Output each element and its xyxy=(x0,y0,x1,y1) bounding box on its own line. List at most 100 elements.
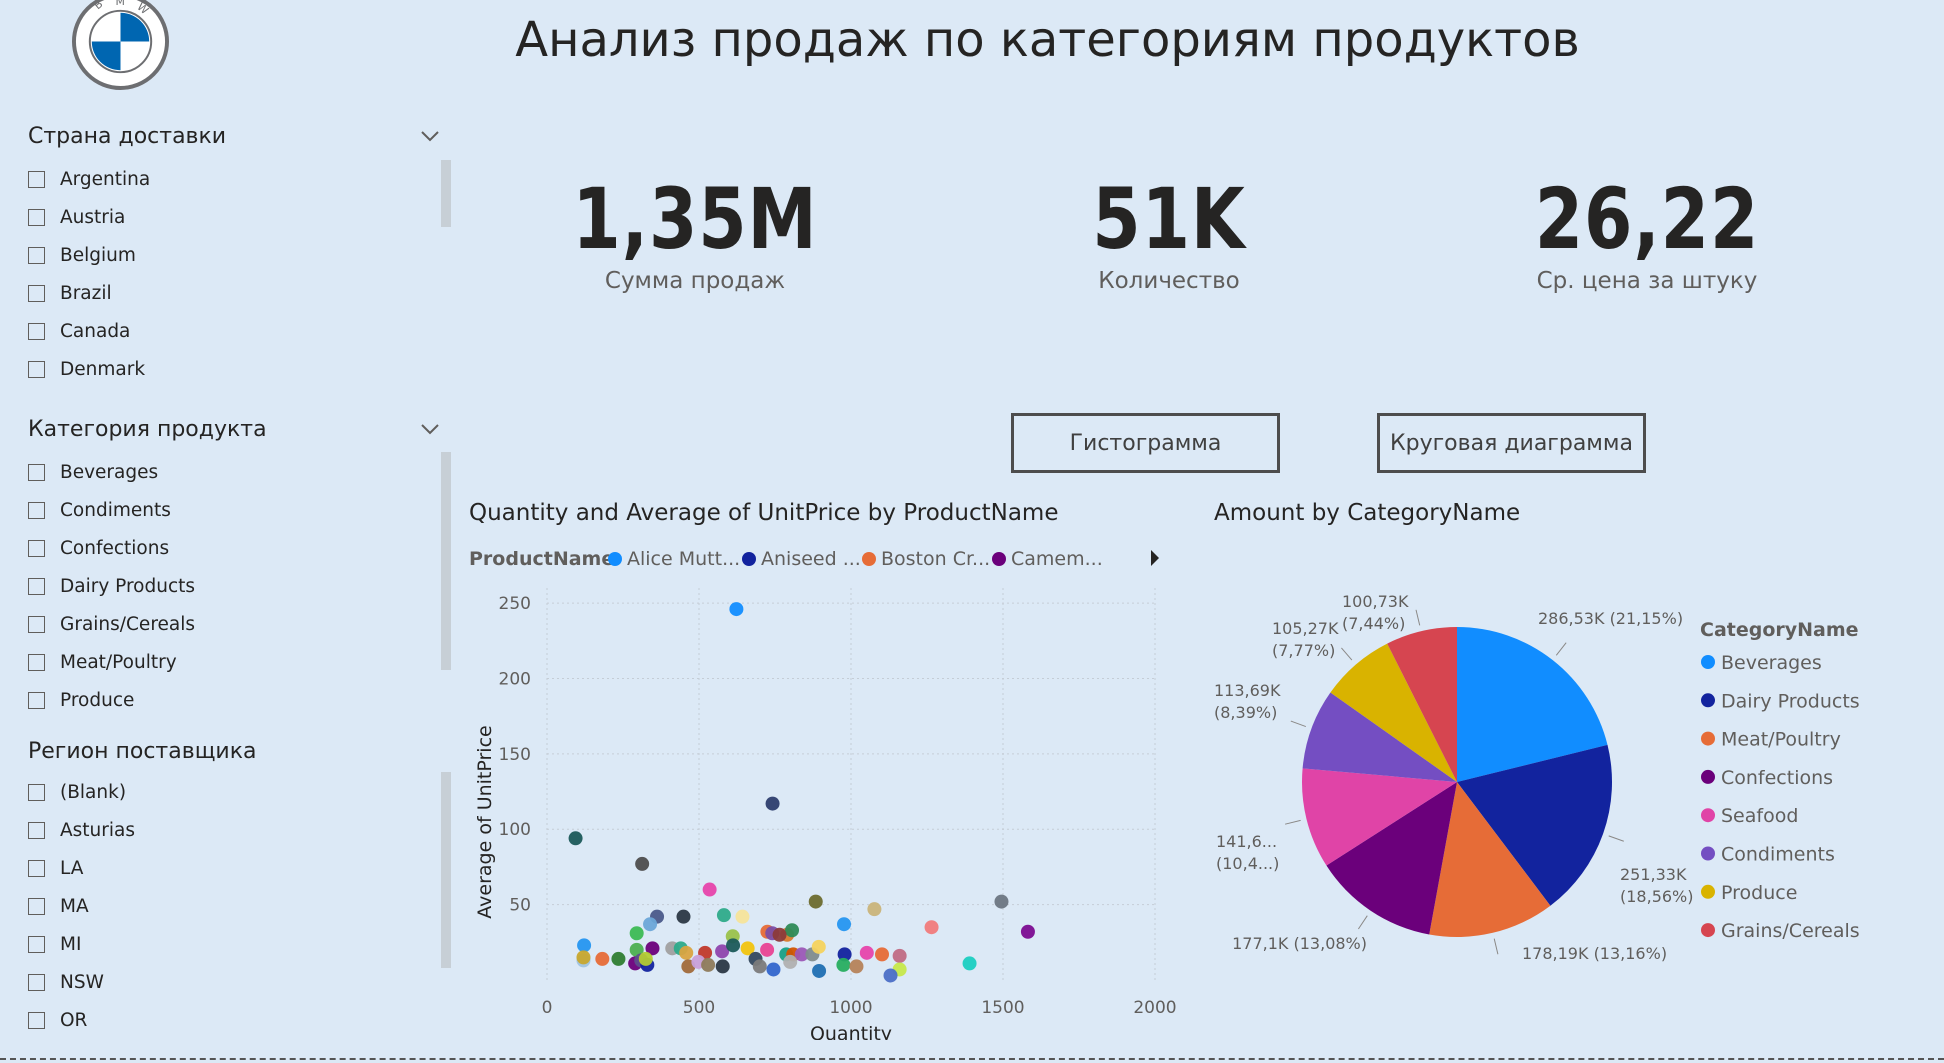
pie-slice[interactable] xyxy=(1387,627,1457,782)
scatter-point[interactable] xyxy=(752,959,767,974)
scatter-point[interactable] xyxy=(735,909,750,924)
scatter-point[interactable] xyxy=(962,956,977,971)
pie-slice[interactable] xyxy=(1302,692,1457,782)
scatter-point[interactable] xyxy=(994,894,1009,909)
checkbox[interactable] xyxy=(28,208,45,226)
scatter-point[interactable] xyxy=(635,856,650,871)
slicer-item[interactable]: Dairy Products xyxy=(28,567,195,605)
scatter-point[interactable] xyxy=(812,963,827,978)
pie-slice[interactable] xyxy=(1302,768,1457,866)
checkbox[interactable] xyxy=(28,463,45,481)
chevron-down-icon[interactable] xyxy=(420,423,442,445)
scatter-point[interactable] xyxy=(785,923,800,938)
checkbox[interactable] xyxy=(28,783,45,801)
scatter-point[interactable] xyxy=(715,944,730,959)
legend-item[interactable]: Aniseed ... xyxy=(761,548,861,570)
slicer-item[interactable]: NSW xyxy=(28,963,135,1001)
legend-item[interactable]: Confections xyxy=(1721,767,1833,789)
scatter-point[interactable] xyxy=(715,959,730,974)
legend-next-arrow-icon[interactable] xyxy=(1151,550,1159,566)
slicer-item[interactable]: Confections xyxy=(28,529,195,567)
scatter-chart[interactable]: ProductName Alice Mutt... Aniseed ... Bosto… xyxy=(465,540,1185,1040)
legend-item[interactable]: Beverages xyxy=(1721,652,1822,674)
checkbox[interactable] xyxy=(28,973,45,991)
scatter-point[interactable] xyxy=(595,951,610,966)
scatter-point[interactable] xyxy=(875,947,890,962)
scatter-point[interactable] xyxy=(811,939,826,954)
scatter-point[interactable] xyxy=(760,942,775,957)
slicer-item[interactable]: Condiments xyxy=(28,491,195,529)
legend-item[interactable]: Seafood xyxy=(1721,805,1798,827)
scatter-point[interactable] xyxy=(924,920,939,935)
scatter-point[interactable] xyxy=(859,945,874,960)
checkbox[interactable] xyxy=(28,653,45,671)
slicer-item[interactable]: Canada xyxy=(28,312,150,350)
legend-item[interactable]: Dairy Products xyxy=(1721,690,1860,712)
scatter-point[interactable] xyxy=(772,927,787,942)
legend-item[interactable]: Produce xyxy=(1721,882,1797,904)
slicer-item[interactable]: MA xyxy=(28,887,135,925)
scatter-point[interactable] xyxy=(808,894,823,909)
scatter-point[interactable] xyxy=(837,917,852,932)
legend-item[interactable]: Boston Cr... xyxy=(881,548,990,570)
slicer-country-scrollbar[interactable] xyxy=(441,160,451,227)
slicer-item[interactable]: Beverages xyxy=(28,453,195,491)
checkbox[interactable] xyxy=(28,322,45,340)
scatter-point[interactable] xyxy=(638,951,653,966)
slicer-category-scrollbar[interactable] xyxy=(441,452,451,670)
legend-item[interactable]: Grains/Cereals xyxy=(1721,920,1860,942)
histogram-button[interactable]: Гистограмма xyxy=(1011,413,1280,473)
checkbox[interactable] xyxy=(28,935,45,953)
scatter-point[interactable] xyxy=(1020,924,1035,939)
scatter-point[interactable] xyxy=(867,902,882,917)
pie-slice[interactable] xyxy=(1457,744,1612,906)
legend-item[interactable]: Alice Mutt... xyxy=(627,548,740,570)
scatter-point[interactable] xyxy=(702,882,717,897)
scatter-point[interactable] xyxy=(783,954,798,969)
legend-item[interactable]: Camem... xyxy=(1011,548,1103,570)
scatter-point[interactable] xyxy=(883,968,898,983)
pie-slice[interactable] xyxy=(1429,782,1551,937)
checkbox[interactable] xyxy=(28,691,45,709)
checkbox[interactable] xyxy=(28,284,45,302)
scatter-point[interactable] xyxy=(765,796,780,811)
slicer-item[interactable]: (Blank) xyxy=(28,773,135,811)
slicer-item[interactable]: OR xyxy=(28,1001,135,1039)
slicer-item[interactable]: Belgium xyxy=(28,236,150,274)
checkbox[interactable] xyxy=(28,615,45,633)
scatter-point[interactable] xyxy=(629,926,644,941)
chevron-down-icon[interactable] xyxy=(420,130,442,152)
checkbox[interactable] xyxy=(28,246,45,264)
scatter-point[interactable] xyxy=(836,957,851,972)
slicer-item[interactable]: Austria xyxy=(28,198,150,236)
slicer-item[interactable]: Argentina xyxy=(28,160,150,198)
checkbox[interactable] xyxy=(28,360,45,378)
scatter-point[interactable] xyxy=(676,909,691,924)
checkbox[interactable] xyxy=(28,501,45,519)
pie-slice[interactable] xyxy=(1326,782,1457,935)
checkbox[interactable] xyxy=(28,821,45,839)
slicer-item[interactable]: Meat/Poultry xyxy=(28,643,195,681)
scatter-point[interactable] xyxy=(701,957,716,972)
scatter-point[interactable] xyxy=(568,831,583,846)
pie-chart[interactable]: 286,53K (21,15%) 251,33K (18,56%) 178,19K (… xyxy=(1200,560,1944,980)
slicer-item[interactable]: Grains/Cereals xyxy=(28,605,195,643)
scatter-point[interactable] xyxy=(726,938,741,953)
slicer-item[interactable]: LA xyxy=(28,849,135,887)
scatter-point[interactable] xyxy=(611,951,626,966)
scatter-point[interactable] xyxy=(892,948,907,963)
checkbox[interactable] xyxy=(28,577,45,595)
scatter-point[interactable] xyxy=(679,945,694,960)
scatter-point[interactable] xyxy=(837,947,852,962)
scatter-point[interactable] xyxy=(643,917,658,932)
pie-slice[interactable] xyxy=(1457,627,1608,782)
slicer-item[interactable]: Asturias xyxy=(28,811,135,849)
checkbox[interactable] xyxy=(28,170,45,188)
scatter-point[interactable] xyxy=(740,941,755,956)
scatter-point[interactable] xyxy=(629,942,644,957)
pie-slice[interactable] xyxy=(1330,643,1457,782)
scatter-point[interactable] xyxy=(729,602,744,617)
pie-chart-button[interactable]: Круговая диаграмма xyxy=(1377,413,1646,473)
scatter-point[interactable] xyxy=(794,947,809,962)
slicer-item[interactable]: MI xyxy=(28,925,135,963)
